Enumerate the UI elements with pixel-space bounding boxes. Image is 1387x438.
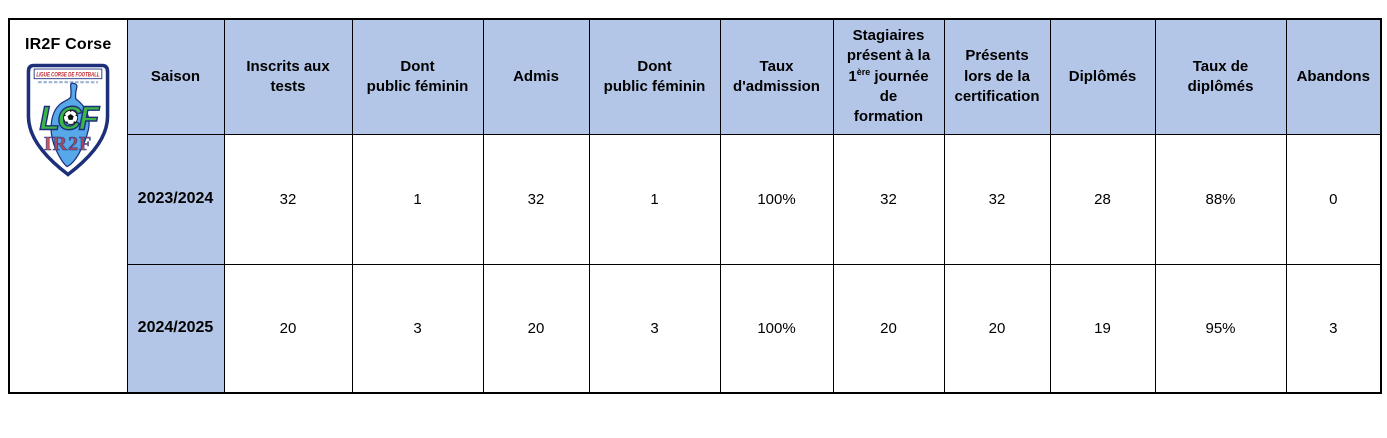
- lcf-club-logo: LIGUE CORSE DE FOOTBALL LCF IR2F: [26, 63, 110, 177]
- cell-taux-admission: 100%: [719, 263, 834, 394]
- col-header-abandons: Abandons: [1285, 18, 1382, 135]
- col-header-admis: Admis: [482, 18, 590, 135]
- cell-dont-feminin-tests: 3: [351, 263, 484, 394]
- header-text-part: Stagiaires présent à la 1: [846, 27, 931, 85]
- logo-cell: IR2F Corse LIGUE CORSE DE FOOTBALL LCF: [8, 18, 128, 394]
- org-title: IR2F Corse: [25, 36, 112, 53]
- monogram-text: LCF: [40, 101, 101, 138]
- cell-abandons: 3: [1285, 263, 1382, 394]
- col-header-dont-public-feminin-tests: Dont public féminin: [351, 18, 484, 135]
- cell-admis: 20: [482, 263, 590, 394]
- cell-dont-feminin-tests: 1: [351, 133, 484, 265]
- season-cell: 2023/2024: [126, 133, 225, 265]
- cell-presents-certification: 32: [943, 133, 1051, 265]
- cell-taux-admission: 100%: [719, 133, 834, 265]
- cell-taux-diplomes: 88%: [1154, 133, 1287, 265]
- soccer-ball-icon: [63, 109, 79, 125]
- col-header-dont-public-feminin-admis: Dont public féminin: [588, 18, 721, 135]
- col-header-diplomes: Diplômés: [1049, 18, 1156, 135]
- corsica-island-shape: [50, 82, 90, 168]
- cell-stagiaires-j1: 32: [832, 133, 945, 265]
- cell-stagiaires-j1: 20: [832, 263, 945, 394]
- cell-abandons: 0: [1285, 133, 1382, 265]
- data-row-2024-2025: 2024/2025 20 3 20 3 100% 20 20 19 95% 3: [9, 263, 1382, 394]
- header-text-part: journée de formation: [853, 67, 929, 126]
- col-header-taux-admission: Taux d'admission: [719, 18, 834, 135]
- cell-inscrits-tests: 20: [223, 263, 353, 394]
- cell-diplomes: 28: [1049, 133, 1156, 265]
- col-header-presents-certification: Présents lors de la certification: [943, 18, 1051, 135]
- col-header-stagiaires-premiere-journee: Stagiaires présent à la 1ère journée de …: [832, 18, 945, 135]
- header-superscript: ère: [856, 66, 871, 77]
- banner-box: [33, 68, 103, 80]
- cell-presents-certification: 20: [943, 263, 1051, 394]
- cell-inscrits-tests: 32: [223, 133, 353, 265]
- header-row: IR2F Corse LIGUE CORSE DE FOOTBALL LCF: [8, 18, 1382, 394]
- cell-dont-feminin-admis: 1: [588, 133, 721, 265]
- season-cell: 2024/2025: [126, 263, 225, 394]
- cell-admis: 32: [482, 133, 590, 265]
- ir2f-results-table: IR2F Corse LIGUE CORSE DE FOOTBALL LCF: [8, 18, 1382, 394]
- cell-dont-feminin-admis: 3: [588, 263, 721, 394]
- overlay-text: IR2F: [44, 133, 92, 155]
- col-header-inscrits-tests: Inscrits aux tests: [223, 18, 353, 135]
- col-header-saison: Saison: [126, 18, 225, 135]
- banner-text: LIGUE CORSE DE FOOTBALL: [37, 71, 100, 78]
- cell-diplomes: 19: [1049, 263, 1156, 394]
- data-row-2023-2024: 2023/2024 32 1 32 1 100% 32 32 28 88% 0: [9, 133, 1382, 265]
- cell-taux-diplomes: 95%: [1154, 263, 1287, 394]
- col-header-taux-diplomes: Taux de diplômés: [1154, 18, 1287, 135]
